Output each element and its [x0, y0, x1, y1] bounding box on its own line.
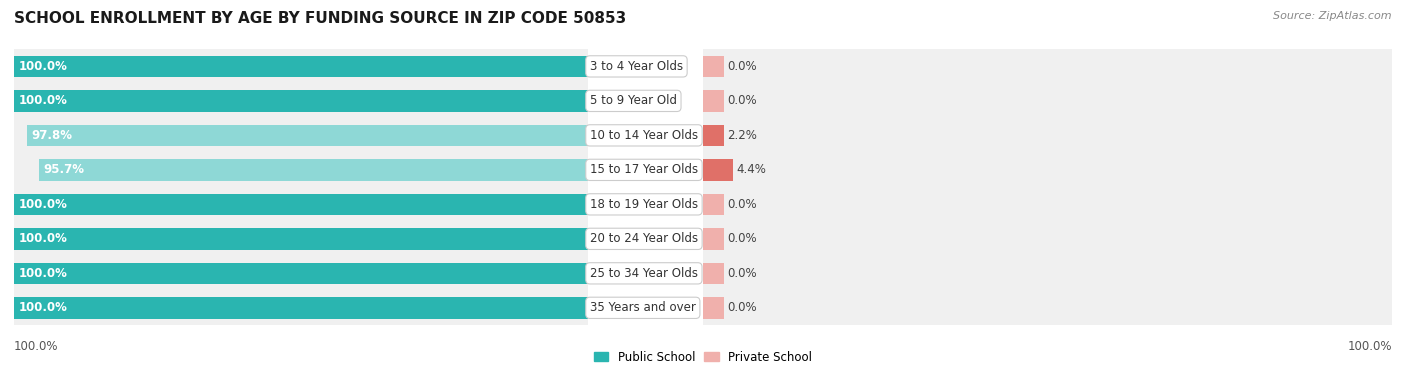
Bar — [8, 222, 588, 256]
Bar — [8, 153, 588, 187]
Text: 25 to 34 Year Olds: 25 to 34 Year Olds — [591, 267, 697, 280]
Text: Source: ZipAtlas.com: Source: ZipAtlas.com — [1274, 11, 1392, 21]
Text: 0.0%: 0.0% — [727, 301, 756, 314]
Bar — [703, 194, 724, 215]
Text: 100.0%: 100.0% — [18, 301, 67, 314]
Bar — [696, 187, 1392, 222]
Text: 100.0%: 100.0% — [18, 232, 67, 245]
Legend: Public School, Private School: Public School, Private School — [589, 346, 817, 368]
Bar — [8, 291, 588, 325]
Text: 0.0%: 0.0% — [727, 60, 756, 73]
Text: 3 to 4 Year Olds: 3 to 4 Year Olds — [591, 60, 683, 73]
Bar — [8, 118, 588, 153]
Text: 0.0%: 0.0% — [727, 267, 756, 280]
Bar — [14, 228, 588, 249]
Bar — [8, 256, 588, 291]
Bar — [14, 263, 588, 284]
Bar — [696, 256, 1392, 291]
Text: 100.0%: 100.0% — [18, 60, 67, 73]
Text: 20 to 24 Year Olds: 20 to 24 Year Olds — [591, 232, 697, 245]
Text: 4.4%: 4.4% — [737, 163, 766, 177]
Text: 5 to 9 Year Old: 5 to 9 Year Old — [591, 94, 676, 107]
Text: 0.0%: 0.0% — [727, 198, 756, 211]
Text: 100.0%: 100.0% — [1347, 340, 1392, 353]
Bar — [696, 222, 1392, 256]
Bar — [703, 56, 724, 77]
Text: 35 Years and over: 35 Years and over — [591, 301, 696, 314]
Bar — [703, 297, 724, 319]
Bar — [696, 291, 1392, 325]
Text: 2.2%: 2.2% — [727, 129, 756, 142]
Bar — [39, 159, 588, 181]
Bar — [696, 153, 1392, 187]
Bar — [703, 125, 724, 146]
Text: 18 to 19 Year Olds: 18 to 19 Year Olds — [591, 198, 697, 211]
Bar — [14, 56, 588, 77]
Bar — [703, 159, 734, 181]
Text: 95.7%: 95.7% — [44, 163, 84, 177]
Bar — [8, 187, 588, 222]
Bar — [8, 49, 588, 84]
Text: 100.0%: 100.0% — [18, 94, 67, 107]
Bar — [696, 49, 1392, 84]
Text: 0.0%: 0.0% — [727, 94, 756, 107]
Bar — [696, 84, 1392, 118]
Bar — [703, 90, 724, 112]
Bar — [8, 84, 588, 118]
Text: 100.0%: 100.0% — [14, 340, 59, 353]
Bar — [14, 194, 588, 215]
Text: 100.0%: 100.0% — [18, 267, 67, 280]
Bar — [703, 263, 724, 284]
Bar — [27, 125, 588, 146]
Text: 0.0%: 0.0% — [727, 232, 756, 245]
Text: 10 to 14 Year Olds: 10 to 14 Year Olds — [591, 129, 697, 142]
Text: 97.8%: 97.8% — [31, 129, 72, 142]
Text: 100.0%: 100.0% — [18, 198, 67, 211]
Bar — [696, 118, 1392, 153]
Text: SCHOOL ENROLLMENT BY AGE BY FUNDING SOURCE IN ZIP CODE 50853: SCHOOL ENROLLMENT BY AGE BY FUNDING SOUR… — [14, 11, 626, 26]
Text: 15 to 17 Year Olds: 15 to 17 Year Olds — [591, 163, 697, 177]
Bar — [14, 297, 588, 319]
Bar — [703, 228, 724, 249]
Bar — [14, 90, 588, 112]
